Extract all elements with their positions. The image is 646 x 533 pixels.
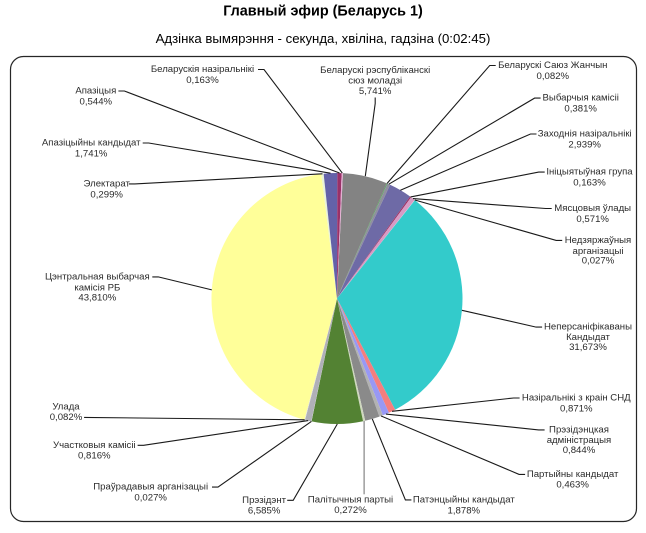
svg-text:0,463%: 0,463%: [556, 479, 589, 490]
svg-text:Заходнія назіральнікі: Заходнія назіральнікі: [538, 129, 632, 140]
svg-text:Участковыя камісіі: Участковыя камісіі: [53, 440, 136, 451]
svg-text:0,844%: 0,844%: [563, 445, 596, 456]
svg-text:Ініцыятыўная група: Ініцыятыўная група: [546, 167, 633, 178]
svg-text:0,381%: 0,381%: [564, 103, 597, 114]
svg-text:Беларускія назіральнікі: Беларускія назіральнікі: [151, 64, 254, 75]
svg-text:Недзяржаўныя: Недзяржаўныя: [565, 235, 632, 246]
svg-text:43,810%: 43,810%: [78, 293, 116, 304]
svg-text:Неперсаніфікаваны: Неперсаніфікаваны: [544, 322, 632, 333]
svg-text:0,027%: 0,027%: [134, 492, 167, 503]
svg-text:Палітычныя партыі: Палітычныя партыі: [308, 494, 393, 505]
svg-text:арганізацыі: арганізацыі: [573, 246, 624, 257]
svg-text:Улада: Улада: [52, 402, 80, 413]
svg-text:0,272%: 0,272%: [334, 505, 367, 516]
svg-text:камісія РБ: камісія РБ: [74, 282, 120, 293]
svg-text:Мясцовыя ўлады: Мясцовыя ўлады: [554, 203, 631, 214]
svg-text:31,673%: 31,673%: [569, 342, 607, 353]
svg-text:Назіральнікі з краін СНД: Назіральнікі з краін СНД: [522, 393, 631, 404]
svg-text:0,871%: 0,871%: [560, 403, 593, 414]
svg-text:Патэнцыйны кандыдат: Патэнцыйны кандыдат: [413, 495, 515, 506]
svg-text:0,027%: 0,027%: [582, 256, 615, 267]
svg-text:Апазіцыйны кандыдат: Апазіцыйны кандыдат: [42, 138, 141, 149]
svg-text:Выбарчыя камісіі: Выбарчыя камісіі: [543, 93, 619, 104]
svg-text:адміністрацыя: адміністрацыя: [547, 435, 612, 446]
svg-text:0,816%: 0,816%: [78, 451, 111, 462]
svg-text:сюз моладзі: сюз моладзі: [348, 76, 402, 87]
svg-text:Беларускі Саюз Жанчын: Беларускі Саюз Жанчын: [498, 60, 607, 71]
svg-text:0,571%: 0,571%: [576, 214, 609, 225]
svg-text:1,878%: 1,878%: [448, 506, 481, 517]
svg-text:0,163%: 0,163%: [573, 178, 606, 189]
svg-text:Адзінка вымярэння - секунда, х: Адзінка вымярэння - секунда, хвіліна, га…: [156, 31, 491, 46]
svg-text:Прэзідэнцкая: Прэзідэнцкая: [549, 425, 609, 436]
svg-text:5,741%: 5,741%: [359, 86, 392, 97]
svg-text:Кандыдат: Кандыдат: [566, 332, 610, 343]
svg-text:Праўрадавыя арганізацыі: Праўрадавыя арганізацыі: [93, 482, 208, 493]
svg-text:0,544%: 0,544%: [80, 97, 113, 108]
svg-text:Главный эфир (Беларусь 1): Главный эфир (Беларусь 1): [223, 4, 423, 20]
svg-text:Апазіцыя: Апазіцыя: [75, 86, 116, 97]
svg-text:2,939%: 2,939%: [568, 140, 601, 151]
svg-text:6,585%: 6,585%: [248, 505, 281, 516]
svg-text:1,741%: 1,741%: [75, 148, 108, 159]
svg-text:Партыйны кандыдат: Партыйны кандыдат: [527, 469, 619, 480]
svg-text:0,299%: 0,299%: [90, 189, 123, 200]
svg-text:Беларускі рэспубліканскі: Беларускі рэспубліканскі: [320, 65, 430, 76]
svg-text:Прэзідэнт: Прэзідэнт: [242, 495, 286, 506]
svg-text:0,163%: 0,163%: [186, 75, 219, 86]
svg-text:Электарат: Электарат: [84, 179, 131, 190]
svg-text:Цэнтральная выбарчая: Цэнтральная выбарчая: [45, 272, 150, 283]
svg-text:0,082%: 0,082%: [537, 71, 570, 82]
svg-text:0,082%: 0,082%: [50, 412, 83, 423]
